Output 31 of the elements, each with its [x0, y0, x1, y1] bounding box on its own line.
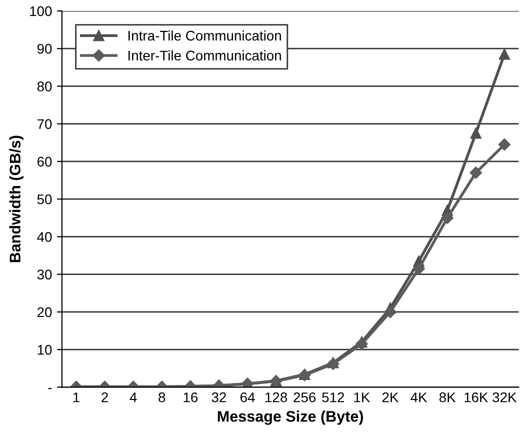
y-tick-label: 80 [37, 82, 52, 92]
x-tick-label: 64 [240, 392, 255, 402]
y-tick-label: 50 [37, 194, 52, 204]
x-tick-label: 4 [130, 392, 137, 402]
x-tick-label: 8 [158, 392, 166, 402]
y-tick-label: 60 [37, 156, 52, 167]
y-tick-label: 20 [37, 307, 52, 318]
x-tick-label: 1K [354, 392, 370, 402]
y-tick-label: - [48, 388, 52, 390]
y-tick-label: 100 [30, 6, 52, 16]
y-tick-label: 70 [37, 119, 52, 130]
y-tick-label: 40 [37, 232, 52, 242]
y-axis-title: Bandwidth (GB/s) [9, 136, 24, 262]
x-tick-label: 16 [184, 392, 198, 402]
x-tick-label: 8K [439, 392, 456, 402]
x-tick-label: 128 [266, 392, 288, 402]
y-tick-label: 30 [37, 270, 52, 280]
x-tick-label: 2 [102, 392, 108, 402]
x-tick-label: 1 [73, 392, 80, 402]
x-tick-label: 256 [294, 392, 316, 402]
y-tick-label: 10 [38, 344, 52, 355]
x-tick-label: 32 [212, 392, 226, 402]
x-tick-label: 512 [322, 392, 344, 402]
y-tick-label: 90 [37, 44, 52, 54]
legend-label: Intra-Tile Communication [128, 30, 281, 41]
x-axis-title: Message Size (Byte) [218, 410, 364, 425]
legend-label: Inter-Tile Communication [128, 50, 281, 61]
x-tick-label: 16K [464, 392, 488, 402]
x-tick-label: 4K [410, 392, 428, 402]
x-tick-label: 32K [492, 392, 517, 402]
x-tick-label: 2K [382, 392, 399, 402]
